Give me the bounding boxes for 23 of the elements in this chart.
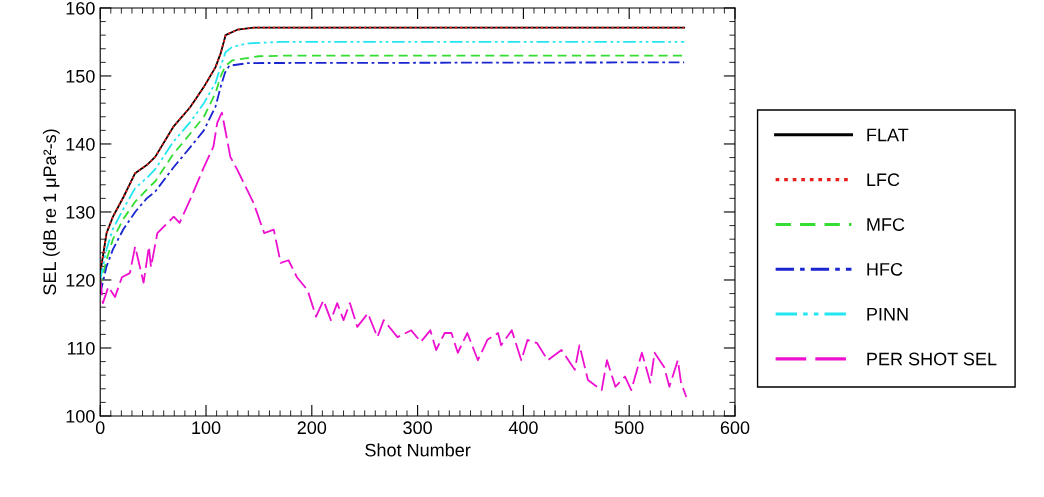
legend-label: HFC xyxy=(867,262,903,276)
y-axis-title: SEL (dB re 1 μPa²-s) xyxy=(42,129,60,295)
x-tick-label: 300 xyxy=(403,421,432,435)
legend-label: PINN xyxy=(867,307,908,321)
x-tick-label: 100 xyxy=(192,421,221,435)
y-tick-label: 150 xyxy=(66,69,95,83)
x-axis-title: Shot Number xyxy=(365,443,471,457)
line-series xyxy=(100,111,688,398)
x-tick-label: 200 xyxy=(297,421,327,435)
legend-label: MFC xyxy=(867,218,905,231)
y-tick-label: 130 xyxy=(66,205,95,219)
y-tick-label: 110 xyxy=(67,341,95,355)
x-tick-label: 500 xyxy=(614,421,644,435)
legend-label: FLAT xyxy=(867,128,909,142)
y-tick-label: 160 xyxy=(66,1,95,15)
y-tick-label: 120 xyxy=(66,273,95,287)
x-tick-label: 0 xyxy=(95,421,105,435)
y-tick-label: 140 xyxy=(66,137,95,151)
legend-label: PER SHOT SEL xyxy=(867,352,997,366)
x-tick-label: 400 xyxy=(508,421,538,435)
x-tick-label: 600 xyxy=(720,421,750,435)
legend-label: LFC xyxy=(867,173,900,187)
y-tick-label: 100 xyxy=(66,409,95,423)
